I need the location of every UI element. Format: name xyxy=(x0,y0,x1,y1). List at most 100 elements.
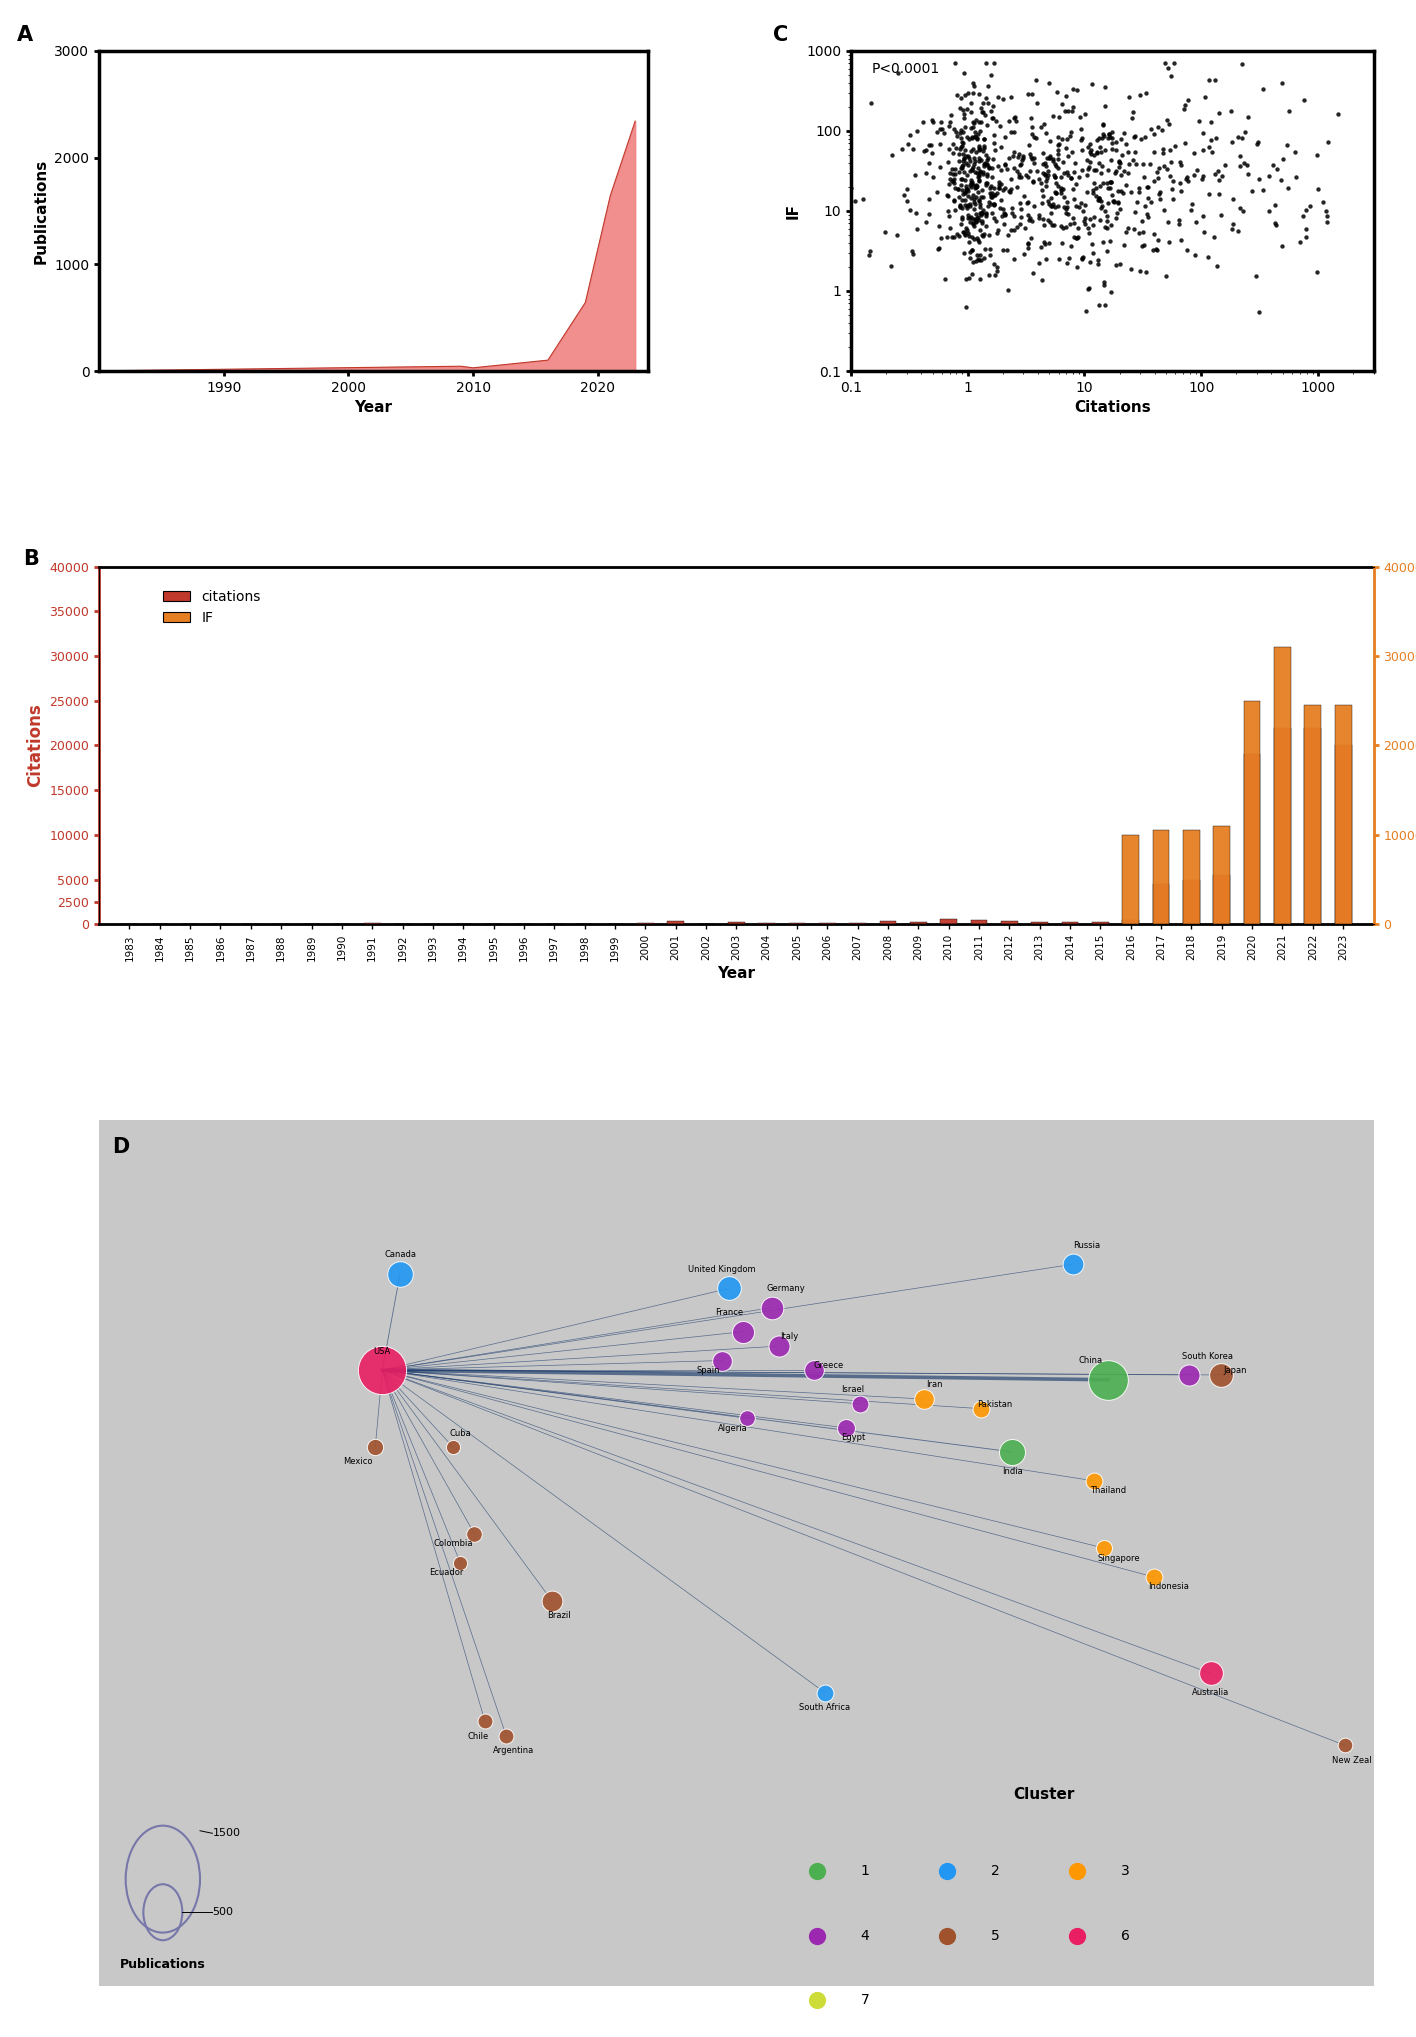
Point xyxy=(1035,165,1058,198)
Point xyxy=(952,216,974,249)
Point xyxy=(1052,145,1075,177)
Point xyxy=(967,226,990,259)
Point xyxy=(954,175,977,208)
Point xyxy=(1099,208,1121,240)
Point xyxy=(1114,128,1137,161)
Point xyxy=(974,47,997,79)
Point xyxy=(983,171,1005,204)
Point xyxy=(1073,98,1096,130)
Point xyxy=(961,132,984,165)
Point xyxy=(969,238,991,271)
Point xyxy=(1022,189,1045,222)
Text: 5: 5 xyxy=(991,1929,1000,1943)
Point xyxy=(1214,149,1236,181)
Point xyxy=(953,216,976,249)
Point xyxy=(1069,102,1092,134)
Point xyxy=(967,224,990,257)
Point xyxy=(950,130,973,163)
Point xyxy=(961,77,984,110)
Point xyxy=(1143,136,1165,169)
Point xyxy=(1059,116,1082,149)
Point xyxy=(942,167,964,200)
Point xyxy=(1198,63,1221,96)
Point xyxy=(964,116,987,149)
Bar xyxy=(1335,746,1351,925)
Point xyxy=(957,141,980,173)
Point xyxy=(1062,208,1085,240)
Point xyxy=(1158,161,1181,194)
Point xyxy=(959,145,981,177)
Point xyxy=(915,134,937,167)
Point xyxy=(964,169,987,202)
Point xyxy=(1078,244,1100,277)
Point xyxy=(952,130,974,163)
Point xyxy=(993,208,1015,240)
Point xyxy=(988,191,1011,224)
Point xyxy=(956,191,978,224)
Point xyxy=(1291,200,1314,232)
Point xyxy=(991,194,1014,226)
Point xyxy=(850,1387,872,1420)
Point xyxy=(964,171,987,204)
Point xyxy=(1075,159,1097,191)
Point xyxy=(952,126,974,159)
Point xyxy=(473,1705,497,1738)
Point xyxy=(986,79,1008,112)
Point xyxy=(1236,157,1259,189)
Point xyxy=(1005,104,1028,136)
Point xyxy=(1199,124,1222,157)
Point xyxy=(1068,161,1090,194)
Point xyxy=(899,194,922,226)
Point xyxy=(1018,202,1041,234)
Point xyxy=(956,173,978,206)
Point xyxy=(1276,128,1298,161)
Point xyxy=(1192,200,1215,232)
Point xyxy=(1104,249,1127,281)
Point xyxy=(1311,185,1334,218)
Point xyxy=(963,222,986,255)
Point xyxy=(905,198,927,230)
Point xyxy=(1017,226,1039,259)
Point xyxy=(463,1518,486,1550)
Point xyxy=(1089,130,1112,163)
Point xyxy=(976,167,998,200)
Point xyxy=(1093,196,1116,228)
Point xyxy=(1170,149,1192,181)
Point xyxy=(1065,167,1087,200)
Bar xyxy=(971,921,987,925)
Point xyxy=(1096,171,1119,204)
Point xyxy=(952,163,974,196)
Point xyxy=(963,69,986,102)
Point xyxy=(913,134,936,167)
Text: Singapore: Singapore xyxy=(1097,1554,1140,1562)
Point xyxy=(902,132,925,165)
Point xyxy=(963,108,986,141)
Point xyxy=(1052,212,1075,244)
Text: China: China xyxy=(1078,1357,1103,1365)
Point xyxy=(1161,173,1184,206)
Point xyxy=(1136,171,1158,204)
Point xyxy=(946,173,969,206)
Point xyxy=(960,167,983,200)
Point xyxy=(959,122,981,155)
Point xyxy=(973,151,995,183)
Point xyxy=(937,147,960,179)
Point xyxy=(956,120,978,153)
Point xyxy=(1327,98,1349,130)
Point xyxy=(1202,220,1225,253)
Point xyxy=(963,169,986,202)
Point xyxy=(1059,230,1082,263)
Point xyxy=(1110,122,1133,155)
Point xyxy=(960,96,983,128)
Point xyxy=(973,122,995,155)
Point xyxy=(1034,228,1056,261)
Point xyxy=(947,220,970,253)
Point xyxy=(1010,147,1032,179)
Point xyxy=(1038,143,1061,175)
Point xyxy=(961,110,984,143)
Point xyxy=(1087,147,1110,179)
Point xyxy=(1000,163,1022,196)
Point xyxy=(1296,222,1318,255)
Point xyxy=(1000,214,1022,246)
Point xyxy=(952,145,974,177)
